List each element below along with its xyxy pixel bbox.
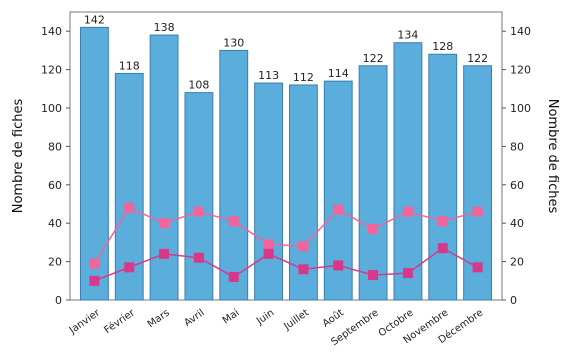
series-marker	[193, 252, 204, 263]
bar-data-label: 142	[84, 13, 105, 26]
series-marker	[159, 218, 170, 229]
series-marker	[472, 262, 483, 273]
y-tick-label: 80	[48, 140, 62, 153]
y2-tick-label: 0	[510, 294, 517, 307]
bar-data-label: 128	[432, 40, 453, 53]
bar-data-label: 130	[223, 36, 244, 49]
series-marker	[333, 204, 344, 215]
bar	[114, 72, 144, 301]
bar	[184, 92, 214, 301]
series-line	[93, 206, 478, 264]
series-marker	[124, 202, 135, 213]
line-series	[89, 202, 483, 286]
series-marker	[298, 241, 309, 252]
y2-tick-label: 20	[510, 256, 524, 269]
y-tick-label: 20	[48, 256, 62, 269]
x-tick-label: Mai	[221, 307, 242, 326]
bar	[79, 26, 109, 301]
series-marker	[437, 243, 448, 254]
x-tick-label: Juin	[254, 307, 276, 327]
y2-tick-label: 140	[510, 25, 531, 38]
bar	[393, 42, 423, 301]
x-tick-label: Avril	[182, 307, 206, 329]
y2-tick-label: 100	[510, 102, 531, 115]
series-marker	[193, 206, 204, 217]
y-tick-label: 60	[48, 179, 62, 192]
bar-data-label: 113	[258, 69, 279, 82]
x-tick-label: Janvier	[67, 307, 103, 337]
y-tick-label: 140	[41, 25, 62, 38]
right-y-axis: 0 20 40 60 80 100 120 140	[502, 25, 531, 307]
series-marker	[228, 216, 239, 227]
bar-data-label: 108	[188, 79, 209, 92]
bar-data-label: 138	[154, 21, 175, 34]
x-axis-labels: Janvier Février Mars Avril Mai Juin Juillet Aoû…	[67, 306, 485, 348]
series-marker	[298, 264, 309, 275]
series-marker	[228, 271, 239, 282]
y-tick-label: 120	[41, 64, 62, 77]
bar	[254, 82, 284, 301]
bar-data-label: 122	[363, 52, 384, 65]
series-line	[94, 247, 478, 282]
series-marker	[368, 223, 379, 234]
y-axis-title-left: Nombre de fiches	[11, 99, 26, 214]
y2-tick-label: 40	[510, 217, 524, 230]
bar	[358, 65, 388, 301]
y2-tick-label: 80	[510, 140, 524, 153]
y2-tick-label: 120	[510, 64, 531, 77]
bar-data-label: 114	[328, 67, 349, 80]
bar	[219, 49, 249, 301]
y-tick-label: 100	[41, 102, 62, 115]
bar	[149, 34, 179, 301]
series-marker	[402, 206, 413, 217]
series-marker	[159, 248, 170, 259]
series-marker	[263, 239, 274, 250]
bar	[428, 53, 458, 301]
x-tick-label: Juillet	[281, 307, 311, 333]
series-marker	[472, 206, 483, 217]
y-axis-title-right: Nombre de fiches	[545, 99, 560, 214]
bar-data-label: 112	[293, 71, 314, 84]
y2-tick-label: 60	[510, 179, 524, 192]
series-marker	[333, 260, 344, 271]
bar-data-label: 134	[397, 29, 418, 42]
x-tick-label: Mars	[146, 307, 172, 330]
series-marker	[437, 216, 448, 227]
bar-data-label: 122	[467, 52, 488, 65]
bar	[463, 65, 493, 301]
series-marker	[89, 258, 100, 269]
bar	[288, 84, 318, 301]
bar-series	[79, 26, 493, 301]
y-tick-label: 40	[48, 217, 62, 230]
y-tick-label: 0	[55, 294, 62, 307]
series-marker	[89, 275, 100, 286]
x-tick-label: Août	[320, 307, 346, 330]
series-marker	[402, 268, 413, 279]
bar-data-label: 118	[119, 59, 140, 72]
left-y-axis: 0 20 40 60 80 100 120 140	[41, 25, 70, 307]
series-marker	[124, 262, 135, 273]
series-marker	[368, 270, 379, 281]
x-tick-label: Février	[102, 306, 138, 336]
series-marker	[263, 248, 274, 259]
bar-data-labels: 142 118 138 108 130 113 112 114 122 134 128 122	[84, 13, 488, 91]
